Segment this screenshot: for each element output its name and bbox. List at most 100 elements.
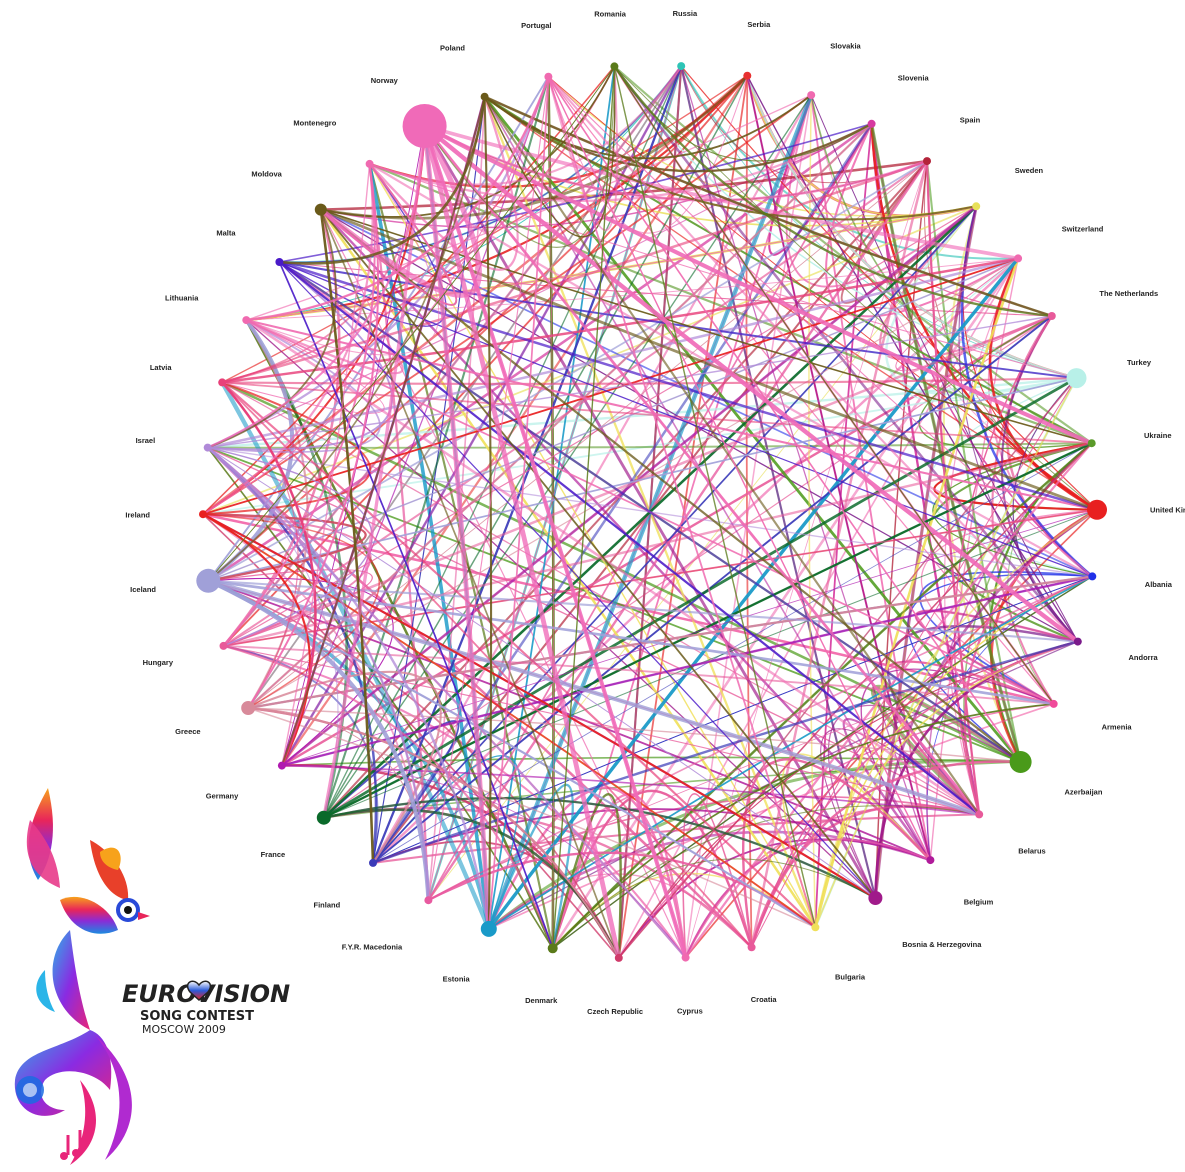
- vote-link-romania: [552, 66, 616, 949]
- vote-link-finland: [223, 645, 379, 864]
- node-romania: [610, 62, 619, 71]
- label-belarus: Belarus: [1018, 846, 1046, 855]
- node-azerbaijan: [1009, 751, 1032, 773]
- vote-link-poland: [483, 66, 616, 238]
- vote-link-malta: [278, 261, 1022, 763]
- node-iceland: [196, 568, 221, 593]
- node-serbia: [743, 71, 752, 80]
- vote-link-moldova: [320, 66, 616, 218]
- label-poland: Poland: [440, 44, 465, 53]
- vote-link-hungary: [223, 644, 554, 949]
- vote-link-turkey: [746, 75, 1077, 380]
- vote-link-belarus: [427, 795, 980, 901]
- vote-link-poland: [483, 96, 493, 929]
- vote-link-poland: [483, 95, 977, 221]
- vote-link-montenegro: [368, 96, 519, 271]
- node-germany: [277, 761, 286, 770]
- node-israel: [203, 443, 212, 452]
- node-france: [316, 810, 331, 825]
- vote-link-montenegro: [202, 163, 374, 516]
- label-hungary: Hungary: [143, 658, 174, 667]
- vote-link-norway: [423, 125, 981, 816]
- vote-link-portugal: [547, 75, 748, 234]
- label-czech-republic: Czech Republic: [587, 1007, 643, 1016]
- label-denmark: Denmark: [525, 996, 558, 1005]
- label-romania: Romania: [594, 10, 627, 19]
- label-armenia: Armenia: [1102, 723, 1133, 732]
- vote-link-turkey: [613, 65, 1077, 379]
- label-belgium: Belgium: [964, 897, 994, 906]
- label-malta: Malta: [216, 228, 236, 237]
- label-estonia: Estonia: [443, 974, 471, 983]
- eurovision-logo: EUROVISION SONG CONTEST MOSCOW 2009: [14, 788, 290, 1165]
- node-montenegro: [365, 159, 374, 168]
- label-united-kingdom: United Kingdom: [1150, 506, 1185, 515]
- vote-link-finland: [372, 442, 1092, 864]
- node-lithuania: [242, 316, 251, 325]
- heart-icon: [186, 980, 212, 1002]
- vote-link-croatia: [750, 804, 980, 948]
- vote-link-slovenia: [207, 123, 872, 449]
- vote-link-norway: [207, 125, 426, 449]
- vote-link-lithuania: [245, 319, 980, 816]
- vote-link-f-y-r-macedonia: [428, 641, 1078, 901]
- vote-link-serbia: [207, 75, 748, 582]
- node-moldova: [314, 203, 327, 216]
- vote-link-norway: [423, 124, 928, 202]
- vote-link-malta: [279, 261, 1093, 577]
- label-ireland: Ireland: [125, 511, 150, 520]
- vote-link-iceland: [208, 579, 1054, 706]
- vote-link-andorra: [613, 65, 1079, 643]
- node-czech-republic: [614, 953, 623, 962]
- label-cyprus: Cyprus: [677, 1006, 703, 1015]
- vote-link-poland: [483, 96, 981, 816]
- vote-link-moldova: [320, 209, 877, 899]
- vote-link-greece: [247, 122, 873, 709]
- vote-link-montenegro: [247, 163, 380, 709]
- node-greece: [241, 701, 256, 715]
- node-finland: [369, 858, 377, 867]
- node-belarus: [975, 810, 984, 819]
- vote-link-moldova: [320, 208, 1092, 444]
- label-andorra: Andorra: [1129, 653, 1159, 662]
- node-turkey: [1066, 368, 1087, 389]
- vote-link-romania: [613, 66, 817, 928]
- node-slovakia: [807, 91, 816, 100]
- node-spain: [923, 157, 931, 166]
- label-f-y-r-macedonia: F.Y.R. Macedonia: [342, 942, 403, 951]
- vote-link-norway: [322, 125, 427, 819]
- vote-link-cyprus: [223, 644, 687, 959]
- vote-link-croatia: [206, 446, 753, 949]
- node-ukraine: [1087, 439, 1096, 448]
- vote-link-croatia: [750, 160, 929, 948]
- label-france: France: [261, 850, 286, 859]
- vote-link-israel: [207, 257, 1019, 449]
- label-turkey: Turkey: [1127, 358, 1152, 367]
- node-united-kingdom: [1087, 499, 1107, 520]
- node-ireland: [199, 510, 207, 519]
- vote-link-latvia: [221, 381, 817, 929]
- node-estonia: [480, 920, 497, 937]
- label-ukraine: Ukraine: [1144, 431, 1172, 440]
- vote-link-armenia: [202, 512, 1054, 706]
- vote-link-montenegro: [222, 163, 376, 647]
- node-poland: [480, 92, 489, 101]
- vote-link-belarus: [925, 161, 981, 815]
- label-moldova: Moldova: [251, 170, 282, 179]
- vote-link-germany: [281, 76, 549, 766]
- vote-link-israel: [207, 447, 876, 899]
- vote-link-greece: [247, 160, 928, 709]
- vote-link-greece: [248, 707, 1021, 763]
- node-russia: [677, 62, 686, 71]
- vote-link-iceland: [207, 578, 980, 817]
- label-norway: Norway: [371, 76, 399, 85]
- vote-link-norway: [423, 124, 1080, 644]
- node-croatia: [747, 943, 756, 952]
- label-serbia: Serbia: [747, 20, 771, 29]
- label-spain: Spain: [960, 116, 981, 125]
- vote-link-romania: [613, 65, 1052, 318]
- vote-link-ireland: [202, 513, 816, 929]
- vote-link-portugal: [547, 76, 1022, 763]
- node-belgium: [926, 856, 935, 865]
- vote-link-montenegro: [281, 163, 371, 766]
